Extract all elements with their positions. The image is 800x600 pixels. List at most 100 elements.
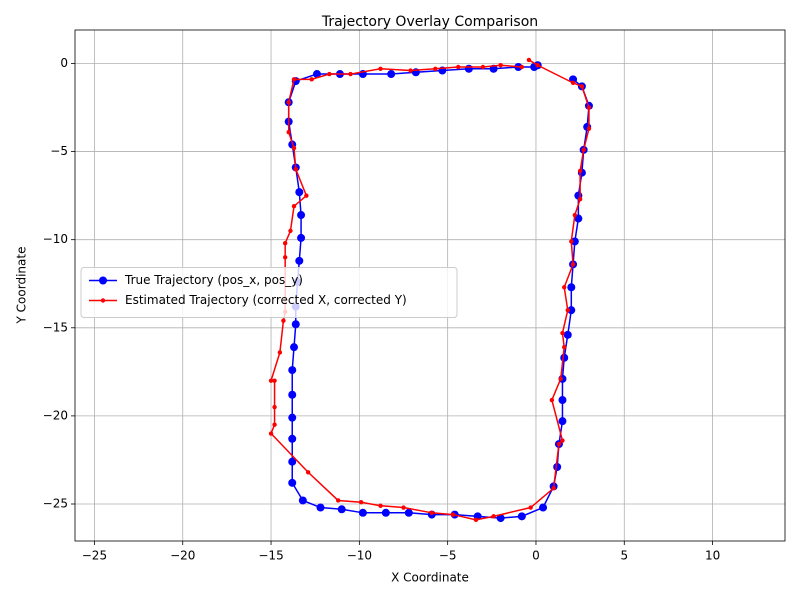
point bbox=[579, 84, 585, 89]
point bbox=[586, 126, 592, 131]
point bbox=[378, 503, 383, 508]
y-tick-label: −25 bbox=[43, 496, 68, 510]
x-tick-label: 5 bbox=[620, 549, 628, 563]
point bbox=[288, 478, 297, 487]
point bbox=[268, 378, 274, 383]
legend: True Trajectory (pos_x, pos_y) Estimated … bbox=[80, 267, 458, 318]
point bbox=[387, 70, 396, 79]
point bbox=[570, 237, 579, 246]
point bbox=[291, 77, 297, 82]
point bbox=[282, 241, 288, 246]
point bbox=[337, 505, 346, 514]
point bbox=[288, 434, 297, 443]
point bbox=[290, 343, 299, 352]
point bbox=[358, 508, 367, 517]
point bbox=[570, 80, 576, 86]
point bbox=[560, 330, 565, 336]
x-tick-label: −25 bbox=[82, 549, 107, 563]
point bbox=[464, 64, 473, 73]
point bbox=[560, 353, 569, 362]
point bbox=[558, 417, 567, 426]
legend-marker bbox=[99, 276, 107, 285]
point bbox=[401, 505, 406, 510]
plot-frame bbox=[74, 29, 786, 542]
point bbox=[570, 262, 576, 267]
point bbox=[348, 71, 353, 77]
legend-label: True Trajectory (pos_x, pos_y) bbox=[124, 273, 303, 287]
y-tick-label: −15 bbox=[43, 320, 68, 334]
point bbox=[291, 320, 300, 329]
point bbox=[297, 211, 306, 220]
x-axis-label: X Coordinate bbox=[391, 571, 469, 585]
point bbox=[272, 422, 277, 427]
point bbox=[562, 344, 567, 350]
point bbox=[549, 397, 555, 403]
point bbox=[293, 167, 298, 172]
point bbox=[560, 438, 565, 443]
x-tick-label: −15 bbox=[258, 549, 283, 563]
point bbox=[291, 145, 297, 151]
point bbox=[473, 517, 479, 523]
point bbox=[378, 66, 383, 71]
point bbox=[567, 283, 576, 292]
point bbox=[277, 350, 283, 355]
point bbox=[404, 508, 413, 517]
y-tick-label: −20 bbox=[43, 408, 68, 422]
legend-box bbox=[80, 267, 458, 318]
point bbox=[569, 239, 574, 244]
point bbox=[567, 306, 576, 315]
point bbox=[491, 514, 496, 519]
point bbox=[572, 212, 578, 218]
point bbox=[553, 462, 562, 471]
point bbox=[456, 64, 461, 70]
y-axis-label: Y Coordinate bbox=[15, 247, 29, 325]
point bbox=[450, 512, 456, 517]
series bbox=[268, 57, 592, 523]
point bbox=[305, 470, 311, 475]
point bbox=[304, 193, 309, 198]
point bbox=[312, 70, 321, 79]
point bbox=[309, 77, 314, 82]
point bbox=[558, 376, 563, 382]
y-tick-label: −5 bbox=[50, 144, 68, 158]
point bbox=[565, 307, 570, 313]
point bbox=[298, 496, 307, 505]
point bbox=[480, 64, 486, 70]
point bbox=[288, 366, 297, 375]
point bbox=[577, 168, 583, 174]
point bbox=[558, 396, 567, 405]
chart-title: Trajectory Overlay Comparison bbox=[321, 14, 538, 30]
point bbox=[281, 318, 286, 323]
y-tick-label: 0 bbox=[60, 56, 68, 70]
x-tick-label: −5 bbox=[439, 549, 457, 563]
point bbox=[282, 255, 288, 260]
point bbox=[562, 285, 567, 290]
point bbox=[286, 100, 291, 105]
point bbox=[408, 68, 413, 73]
point bbox=[433, 66, 438, 71]
y-tick-label: −10 bbox=[43, 232, 68, 246]
x-tick-label: 10 bbox=[705, 549, 720, 563]
point bbox=[539, 503, 548, 512]
point bbox=[429, 510, 434, 516]
point bbox=[519, 64, 525, 70]
point bbox=[327, 71, 332, 77]
x-tick-label: −20 bbox=[170, 549, 195, 563]
point bbox=[577, 196, 583, 202]
legend-marker bbox=[100, 298, 106, 303]
point bbox=[563, 330, 572, 339]
point bbox=[551, 485, 556, 491]
point bbox=[295, 188, 304, 197]
point bbox=[272, 378, 277, 383]
point bbox=[381, 508, 390, 517]
point bbox=[286, 130, 291, 135]
legend-label: Estimated Trajectory (corrected X, corre… bbox=[125, 293, 407, 307]
point bbox=[517, 512, 526, 521]
point bbox=[358, 500, 364, 505]
point bbox=[297, 233, 306, 242]
point bbox=[586, 105, 592, 110]
point bbox=[288, 228, 293, 234]
point bbox=[295, 256, 304, 265]
point bbox=[272, 404, 277, 410]
